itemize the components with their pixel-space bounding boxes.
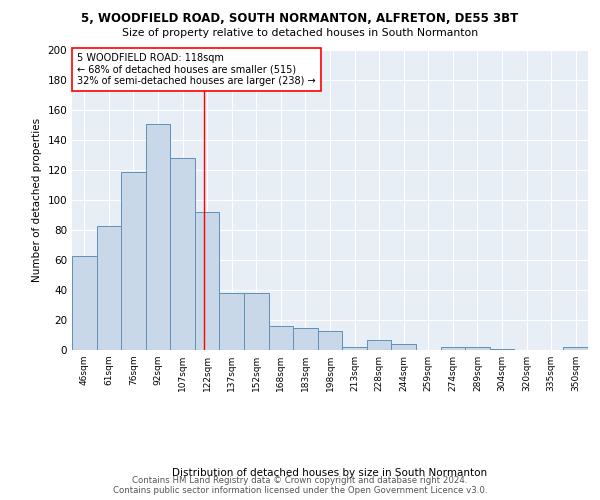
Bar <box>121 172 146 350</box>
Bar <box>490 348 514 350</box>
Text: Size of property relative to detached houses in South Normanton: Size of property relative to detached ho… <box>122 28 478 38</box>
Bar <box>170 158 195 350</box>
Bar <box>367 340 391 350</box>
Bar <box>220 293 244 350</box>
Text: Contains HM Land Registry data © Crown copyright and database right 2024.
Contai: Contains HM Land Registry data © Crown c… <box>113 476 487 495</box>
Bar <box>72 256 97 350</box>
Text: 5 WOODFIELD ROAD: 118sqm
← 68% of detached houses are smaller (515)
32% of semi-: 5 WOODFIELD ROAD: 118sqm ← 68% of detach… <box>77 53 316 86</box>
Bar <box>563 347 588 350</box>
Bar <box>269 326 293 350</box>
Bar <box>391 344 416 350</box>
Bar <box>342 347 367 350</box>
Bar <box>293 328 318 350</box>
Bar <box>440 347 465 350</box>
Bar <box>244 293 269 350</box>
Bar <box>465 347 490 350</box>
Y-axis label: Number of detached properties: Number of detached properties <box>32 118 42 282</box>
X-axis label: Distribution of detached houses by size in South Normanton: Distribution of detached houses by size … <box>172 468 488 477</box>
Bar <box>195 212 220 350</box>
Bar <box>146 124 170 350</box>
Text: 5, WOODFIELD ROAD, SOUTH NORMANTON, ALFRETON, DE55 3BT: 5, WOODFIELD ROAD, SOUTH NORMANTON, ALFR… <box>82 12 518 26</box>
Bar <box>97 226 121 350</box>
Bar <box>318 330 342 350</box>
